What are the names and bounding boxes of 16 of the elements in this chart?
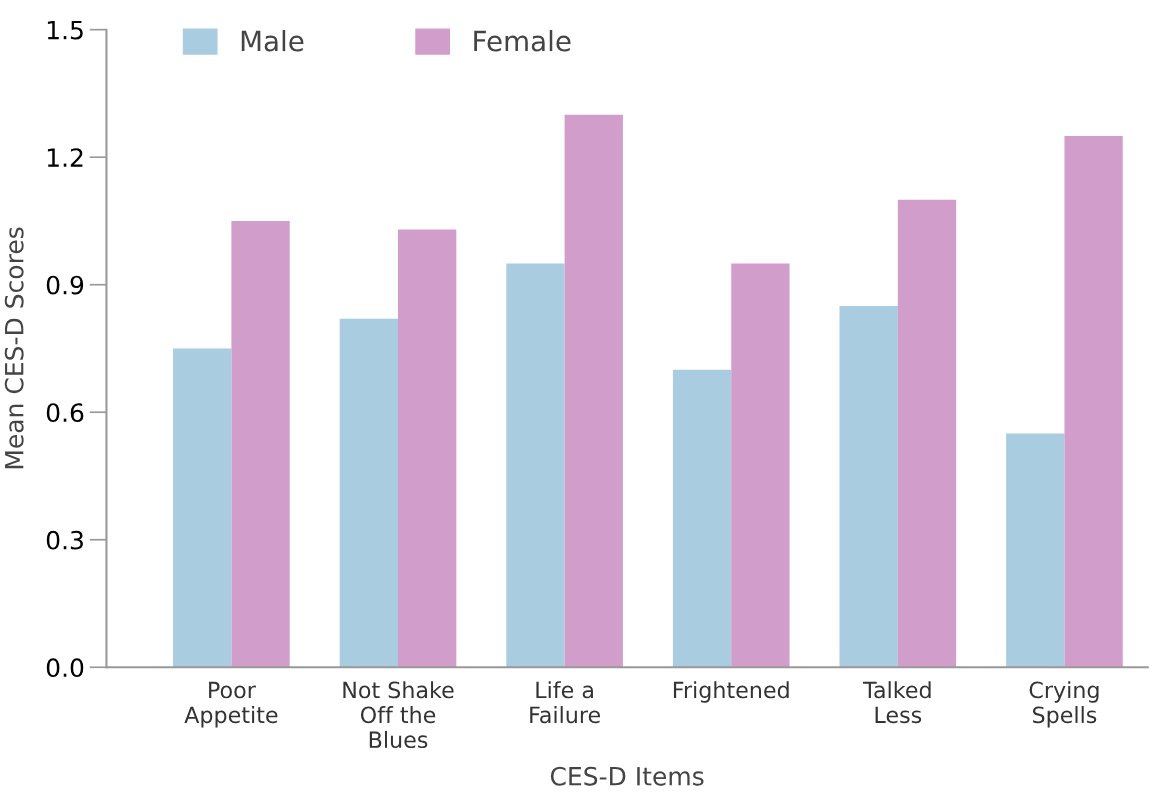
x-tick-label: Crying Spells	[1029, 681, 1099, 728]
legend-label: Female	[474, 30, 571, 52]
y-tick-label: 0.3	[46, 530, 83, 550]
legend-label: Male	[241, 30, 304, 52]
x-tick-label: Life a Failure	[530, 681, 600, 724]
x-tick-label: Talked Less	[863, 681, 931, 724]
y-tick-label: 0.0	[46, 658, 84, 678]
y-tick-label: 1.5	[47, 20, 83, 40]
y-tick-label: 0.9	[46, 275, 84, 295]
y-tick-label: 1.2	[47, 148, 83, 167]
y-tick-label: 0.6	[46, 403, 84, 423]
x-tick-label: Frightened	[673, 681, 789, 703]
y-axis-title: Mean CES-D Scores	[4, 227, 24, 469]
x-tick-label: Not Shake Off the Blues	[343, 681, 454, 749]
x-axis-title: CES-D Items	[550, 766, 704, 786]
x-tick-label: Poor Appetite	[184, 681, 278, 728]
